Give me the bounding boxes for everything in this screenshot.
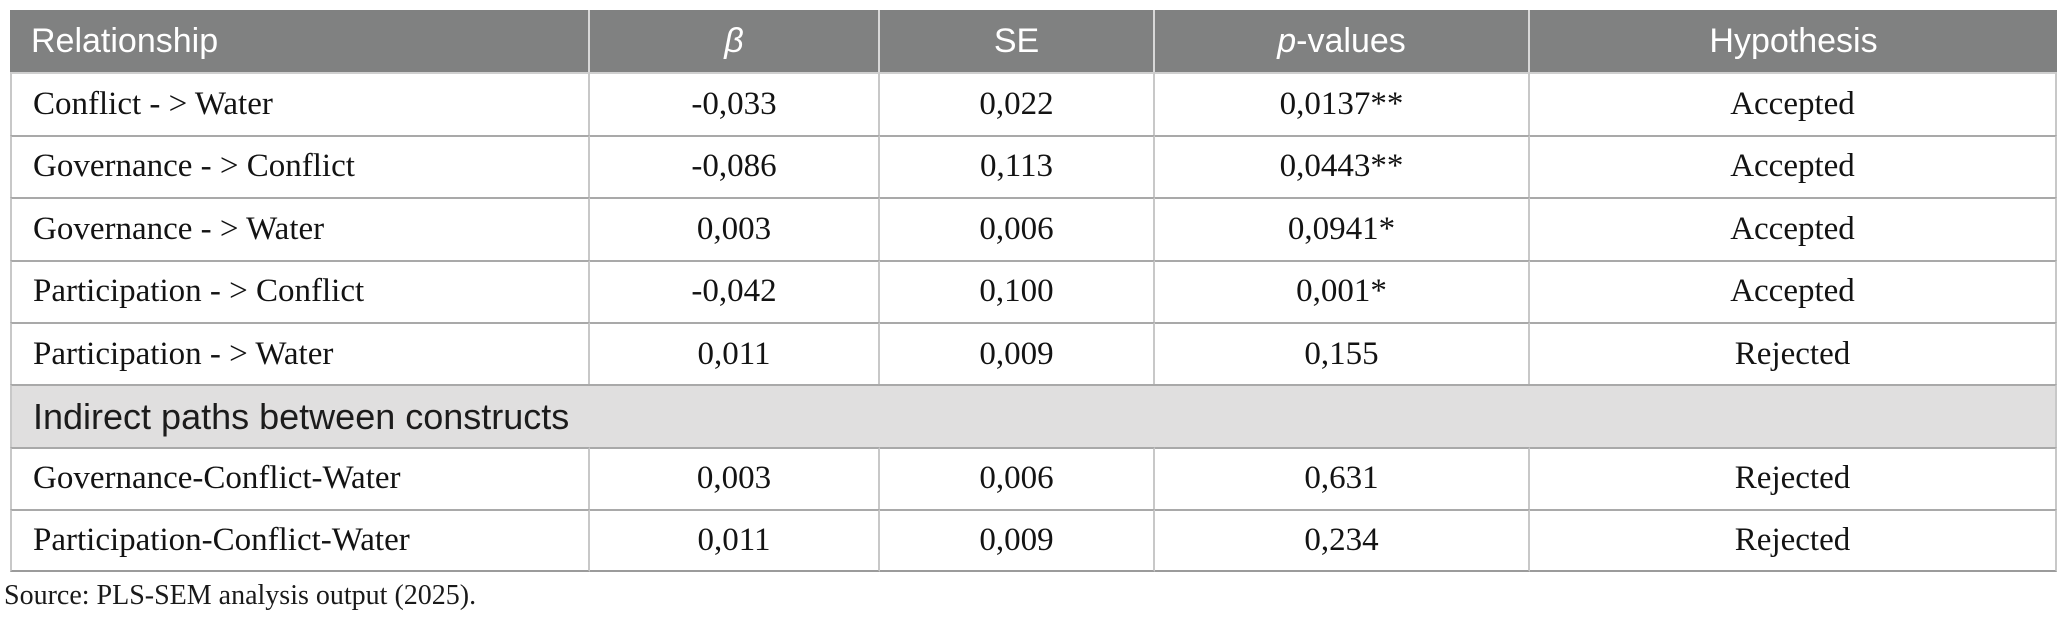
cell-beta-row1: -0,033	[590, 72, 880, 135]
cell-relationship-row3: Governance - > Water	[10, 197, 590, 260]
header-beta-label: β	[724, 21, 744, 60]
cell-se-row4: 0,100	[880, 259, 1155, 322]
header-se-label: SE	[993, 21, 1040, 60]
header-p-values: p-values	[1155, 10, 1530, 73]
cell-p-row3: 0,0941*	[1155, 197, 1530, 260]
header-hypothesis: Hypothesis	[1530, 10, 2057, 73]
cell-beta-row6: 0,003	[590, 446, 880, 510]
cell-beta-row5: 0,011	[590, 321, 880, 385]
cell-hypothesis-row4: Accepted	[1530, 259, 2057, 322]
section-header-indirect-paths: Indirect paths between constructs	[10, 384, 2057, 447]
cell-hypothesis-row2: Accepted	[1530, 134, 2057, 198]
cell-p-row6: 0,631	[1155, 446, 1530, 510]
cell-hypothesis-row3: Accepted	[1530, 197, 2057, 260]
cell-beta-row4: -0,042	[590, 259, 880, 322]
cell-relationship-row6: Governance-Conflict-Water	[10, 446, 590, 510]
cell-se-row3: 0,006	[880, 197, 1155, 260]
cell-relationship-row7: Participation-Conflict-Water	[10, 509, 590, 572]
cell-p-row4: 0,001*	[1155, 259, 1530, 322]
cell-relationship-row2: Governance - > Conflict	[10, 134, 590, 198]
header-beta: β	[590, 10, 880, 73]
cell-se-row5: 0,009	[880, 321, 1155, 385]
header-relationship-label: Relationship	[31, 21, 219, 60]
cell-p-row1: 0,0137**	[1155, 72, 1530, 135]
results-table: Relationship β SE p-values Hypothesis Co…	[10, 10, 2057, 572]
cell-relationship-row4: Participation - > Conflict	[10, 259, 590, 322]
cell-hypothesis-row6: Rejected	[1530, 446, 2057, 510]
source-note: Source: PLS-SEM analysis output (2025).	[4, 580, 477, 611]
header-se: SE	[880, 10, 1155, 73]
cell-p-row5: 0,155	[1155, 321, 1530, 385]
cell-hypothesis-row7: Rejected	[1530, 509, 2057, 572]
cell-p-row2: 0,0443**	[1155, 134, 1530, 198]
cell-beta-row2: -0,086	[590, 134, 880, 198]
cell-beta-row3: 0,003	[590, 197, 880, 260]
cell-relationship-row5: Participation - > Water	[10, 321, 590, 385]
cell-hypothesis-row1: Accepted	[1530, 72, 2057, 135]
cell-se-row7: 0,009	[880, 509, 1155, 572]
cell-p-row7: 0,234	[1155, 509, 1530, 572]
cell-hypothesis-row5: Rejected	[1530, 321, 2057, 385]
cell-se-row2: 0,113	[880, 134, 1155, 198]
header-hypothesis-label: Hypothesis	[1709, 21, 1878, 60]
cell-se-row1: 0,022	[880, 72, 1155, 135]
cell-beta-row7: 0,011	[590, 509, 880, 572]
cell-relationship-row1: Conflict - > Water	[10, 72, 590, 135]
header-relationship: Relationship	[10, 10, 590, 73]
cell-se-row6: 0,006	[880, 446, 1155, 510]
header-p-values-label: p-values	[1277, 21, 1406, 60]
